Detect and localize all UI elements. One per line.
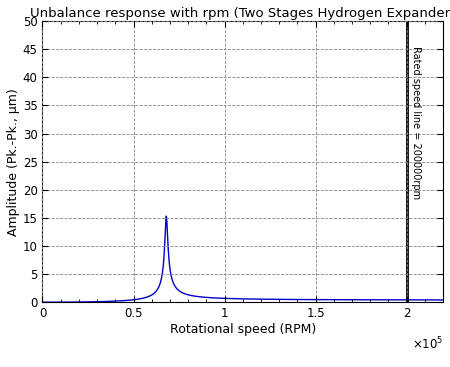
Text: $\times 10^5$: $\times 10^5$ — [412, 336, 443, 353]
X-axis label: Rotational speed (RPM): Rotational speed (RPM) — [170, 323, 316, 336]
Y-axis label: Amplitude (Pk.-Pk., μm): Amplitude (Pk.-Pk., μm) — [7, 88, 20, 236]
Title: Unbalance response with rpm (Two Stages Hydrogen Expander): Unbalance response with rpm (Two Stages … — [30, 7, 450, 20]
Text: Rated speed line = 200000rpm: Rated speed line = 200000rpm — [411, 46, 421, 199]
